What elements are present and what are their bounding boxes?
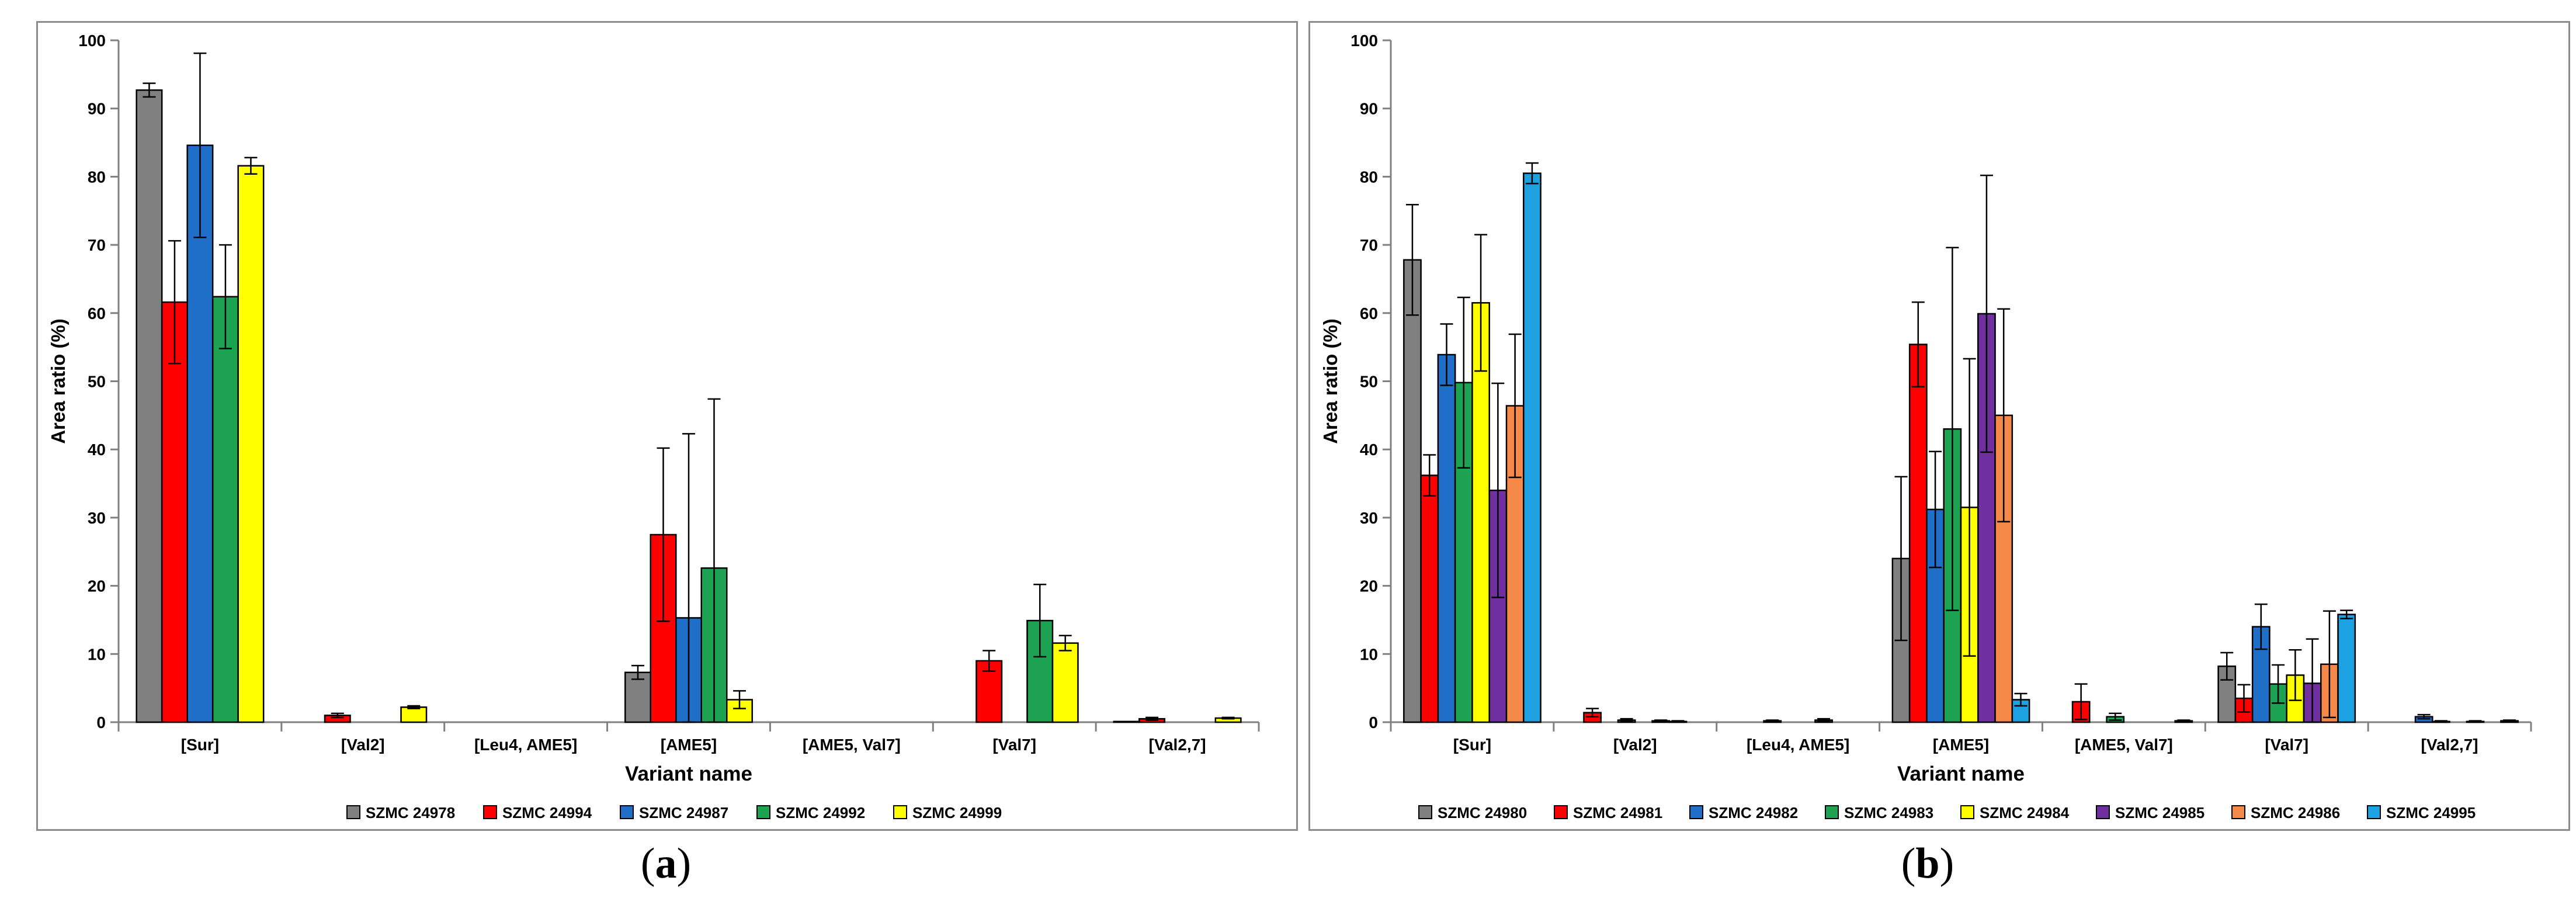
legend-label: SZMC 24999 [912,804,1002,822]
bar [1437,353,1456,723]
legend-swatch [1418,805,1432,819]
bar [1403,259,1422,723]
x-tick-label: [Sur] [1453,736,1491,754]
legend-swatch [483,805,497,819]
y-axis-title: Area ratio (%) [47,318,69,444]
y-tick-label: 60 [1360,304,1378,323]
caption-label-b: b [1915,840,1940,888]
legend-swatch [756,805,770,819]
chart-a-svg: 0 10 20 30 40 50 60 70 80 90 100 [Sur] [Val2] [Leu4, … [47,32,1260,822]
legend-label: SZMC 24980 [1438,804,1527,822]
x-tick-label: [Sur] [181,736,219,754]
y-tick-label: 40 [88,441,106,459]
legend-swatch [893,805,907,819]
y-tick-label: 80 [1360,168,1378,186]
x-tick-label: [AME5, Val7] [2075,736,2173,754]
x-tick-label: [Val2] [1613,736,1657,754]
legend-label: SZMC 24992 [776,804,865,822]
y-tick-label: 40 [1360,441,1378,459]
y-tick-label: 10 [88,645,106,663]
legend-swatch [2096,805,2110,819]
x-tick-label: [Val2] [341,736,385,754]
y-tick-label: 20 [88,577,106,595]
y-tick-label: 90 [1360,100,1378,118]
y-tick-label: 20 [1360,577,1378,595]
legend-label: SZMC 24986 [2251,804,2340,822]
x-tick-label: [Leu4, AME5] [474,736,577,754]
y-tick-label: 80 [88,168,106,186]
legend-swatch [1689,805,1703,819]
y-tick-label: 0 [1369,713,1378,732]
x-tick-label: [Val7] [2265,736,2308,754]
y-tick-label: 70 [88,236,106,254]
bar [136,89,163,723]
legend-label: SZMC 24984 [1980,804,2070,822]
legend-swatch [1554,805,1568,819]
bar [1454,382,1473,723]
x-tick-label: [Val2,7] [1149,736,1206,754]
x-tick-label: [AME5] [661,736,717,754]
x-axis-title: Variant name [1897,763,2025,785]
bar [2337,614,2356,723]
legend-label: SZMC 24983 [1844,804,1933,822]
legend-swatch [1825,805,1839,819]
bar [211,296,239,723]
y-tick-label: 100 [78,32,106,50]
chart-panel-a: 0 10 20 30 40 50 60 70 80 90 100 [Sur] [Val2] [Leu4, … [36,21,1298,831]
legend-label: SZMC 24995 [2386,804,2476,822]
x-tick-label: [Leu4, AME5] [1747,736,1849,754]
y-tick-label: 100 [1351,32,1378,50]
y-tick-label: 60 [88,304,106,323]
y-tick-label: 10 [1360,645,1378,663]
bar [1420,474,1439,723]
legend-label: SZMC 24985 [2115,804,2204,822]
y-tick-label: 30 [1360,509,1378,527]
chart-panel-b: 0 10 20 30 40 50 60 70 80 90 100 [Sur] [Val2] [Leu4, … [1308,21,2570,831]
y-tick-label: 50 [88,373,106,391]
x-tick-label: [Val2,7] [2421,736,2478,754]
chart-b-svg: 0 10 20 30 40 50 60 70 80 90 100 [Sur] [Val2] [Leu4, … [1320,32,2532,822]
bar [161,301,188,723]
caption-label-a: a [655,840,677,888]
y-tick-label: 50 [1360,373,1378,391]
bar [624,671,651,723]
bar [237,165,265,723]
bar [1523,172,1542,723]
y-tick-label: 30 [88,509,106,527]
bar [1908,344,1928,723]
x-tick-label: [AME5] [1933,736,1989,754]
legend-swatch [620,805,634,819]
legend-label: SZMC 24981 [1573,804,1662,822]
y-tick-label: 90 [88,100,106,118]
y-axis-title: Area ratio (%) [1320,318,1341,444]
legend-swatch [346,805,360,819]
bar [400,706,428,723]
y-tick-label: 70 [1360,236,1378,254]
caption-b: (b) [1901,840,1954,888]
x-tick-label: [Val7] [992,736,1036,754]
legend-swatch [2367,805,2381,819]
legend-label: SZMC 24982 [1709,804,1798,822]
bar [1051,642,1079,723]
legend-label: SZMC 24978 [366,804,455,822]
y-tick-label: 0 [96,713,106,732]
legend-swatch [1960,805,1974,819]
caption-a: (a) [640,840,692,888]
legend-swatch [2231,805,2245,819]
legend-label: SZMC 24987 [639,804,728,822]
x-axis-title: Variant name [625,763,752,785]
legend-label: SZMC 24994 [502,804,592,822]
x-tick-label: [AME5, Val7] [803,736,901,754]
